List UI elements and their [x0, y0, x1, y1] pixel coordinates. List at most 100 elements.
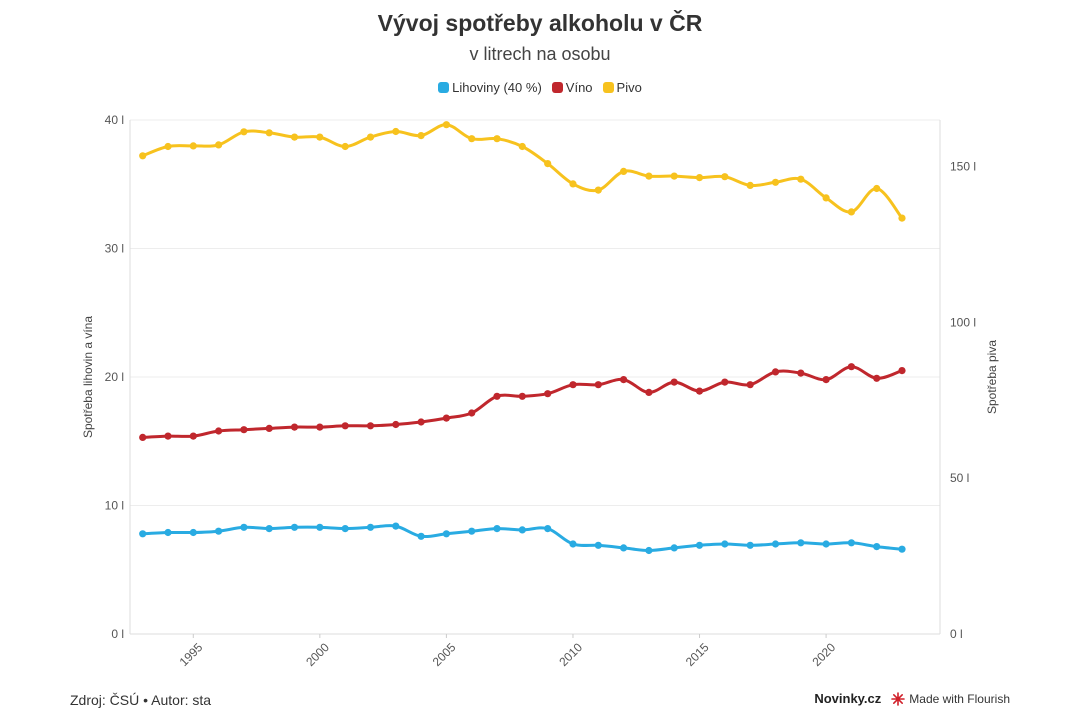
data-point-lihoviny: [594, 541, 602, 549]
data-point-vino: [873, 374, 881, 382]
data-point-lihoviny: [873, 543, 881, 551]
data-point-pivo: [797, 175, 805, 183]
x-tick-label: 1995: [177, 640, 206, 669]
data-point-vino: [468, 409, 476, 417]
data-point-pivo: [569, 180, 577, 188]
data-point-pivo: [341, 142, 349, 151]
y-left-axis-title: Spotřeba lihovin a vína: [81, 316, 95, 438]
data-point-lihoviny: [493, 525, 501, 533]
y-right-tick-label: 50 l: [950, 471, 969, 485]
data-point-vino: [265, 424, 273, 432]
data-point-lihoviny: [240, 523, 248, 531]
x-tick-label: 2020: [809, 640, 838, 669]
footer-brand: Novinky.cz Made with Flourish: [814, 691, 1010, 706]
data-point-vino: [721, 378, 729, 386]
y-left-tick-label: 20 l: [105, 370, 124, 384]
data-point-lihoviny: [822, 540, 830, 548]
legend-item-lihoviny[interactable]: Lihoviny (40 %): [438, 80, 542, 95]
data-point-pivo: [594, 186, 602, 194]
data-point-vino: [746, 381, 754, 389]
x-tick-label: 2005: [430, 640, 459, 669]
data-point-vino: [569, 381, 577, 389]
data-point-lihoviny: [847, 539, 856, 547]
data-point-pivo: [721, 173, 729, 181]
legend-item-vino[interactable]: Víno: [551, 80, 593, 95]
legend-swatch-vino: [551, 82, 563, 93]
data-point-lihoviny: [797, 539, 805, 547]
x-tick-label: 2010: [556, 640, 585, 669]
data-point-pivo: [771, 178, 780, 186]
data-point-vino: [442, 414, 450, 422]
data-point-pivo: [392, 127, 400, 136]
data-point-pivo: [695, 174, 704, 182]
legend: Lihoviny (40 %) Víno Pivo: [0, 80, 1080, 95]
data-point-lihoviny: [290, 523, 299, 531]
y-left-tick-label: 0 l: [111, 627, 124, 641]
data-point-vino: [620, 376, 628, 384]
data-point-pivo: [822, 194, 830, 202]
data-point-vino: [316, 423, 324, 431]
data-point-pivo: [873, 184, 881, 193]
chart-subtitle: v litrech na osobu: [469, 44, 611, 64]
data-point-pivo: [366, 133, 375, 141]
data-point-lihoviny: [898, 545, 906, 553]
data-point-lihoviny: [215, 527, 223, 535]
data-point-pivo: [544, 160, 552, 168]
novinky-logo[interactable]: Novinky.cz: [814, 691, 882, 706]
y-right-tick-label: 150 l: [950, 160, 976, 174]
data-point-pivo: [898, 214, 906, 222]
data-point-lihoviny: [189, 528, 197, 537]
data-point-pivo: [670, 172, 678, 180]
data-point-lihoviny: [670, 544, 678, 552]
data-point-lihoviny: [316, 523, 324, 531]
data-point-pivo: [493, 135, 501, 143]
x-tick-label: 2000: [303, 640, 332, 669]
legend-label-pivo: Pivo: [616, 80, 642, 95]
data-point-vino: [822, 376, 830, 384]
data-point-lihoviny: [442, 530, 450, 538]
data-point-vino: [797, 369, 805, 377]
data-point-pivo: [468, 135, 476, 143]
data-point-lihoviny: [139, 530, 147, 538]
data-point-vino: [544, 390, 552, 398]
data-point-vino: [139, 433, 147, 441]
data-point-vino: [189, 432, 197, 440]
data-point-vino: [847, 363, 856, 371]
data-point-pivo: [189, 142, 197, 150]
data-point-lihoviny: [771, 540, 780, 548]
legend-item-pivo[interactable]: Pivo: [602, 80, 642, 95]
data-point-lihoviny: [518, 526, 526, 534]
flourish-credit[interactable]: Made with Flourish: [891, 692, 1010, 706]
data-point-pivo: [316, 133, 324, 141]
data-point-vino: [366, 422, 375, 430]
data-point-pivo: [847, 208, 856, 216]
chart-title: Vývoj spotřeby alkoholu v ČR: [377, 10, 703, 36]
data-point-vino: [164, 432, 172, 440]
data-point-lihoviny: [695, 541, 704, 549]
data-point-pivo: [240, 128, 248, 136]
y-right-axis-title: Spotřeba piva: [985, 340, 999, 414]
data-point-vino: [771, 368, 780, 376]
data-point-lihoviny: [164, 528, 172, 537]
data-point-lihoviny: [746, 541, 754, 549]
data-point-vino: [417, 418, 425, 426]
legend-label-vino: Víno: [565, 80, 593, 95]
data-point-vino: [645, 388, 653, 396]
data-point-lihoviny: [392, 522, 400, 530]
data-point-lihoviny: [468, 527, 476, 535]
data-point-vino: [594, 381, 602, 389]
y-right-tick-label: 100 l: [950, 315, 976, 329]
data-point-vino: [695, 387, 704, 395]
data-point-vino: [290, 423, 299, 431]
data-point-vino: [493, 392, 501, 400]
data-point-lihoviny: [544, 525, 552, 533]
legend-swatch-pivo: [602, 82, 614, 93]
data-point-vino: [215, 427, 223, 435]
legend-swatch-lihoviny: [438, 82, 450, 93]
data-point-vino: [392, 420, 400, 429]
data-point-lihoviny: [417, 532, 425, 540]
data-point-pivo: [164, 142, 172, 151]
data-point-vino: [898, 367, 906, 375]
flourish-logo-icon: [891, 691, 906, 706]
